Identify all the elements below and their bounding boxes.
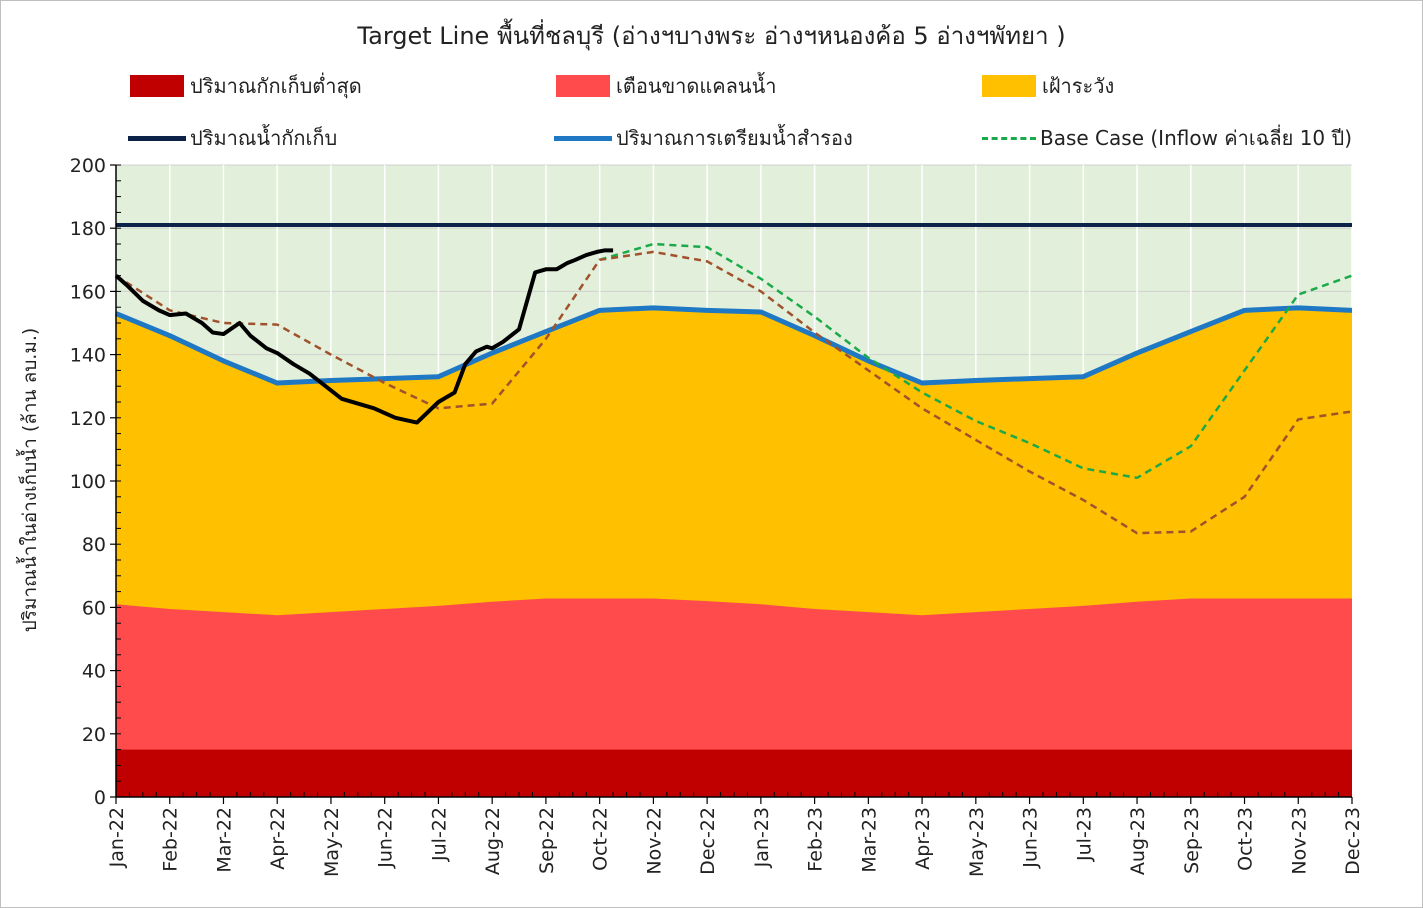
legend-label-watch: เฝ้าระวัง (1042, 74, 1115, 98)
x-tick-label-16: May-23 (966, 807, 988, 877)
line-actual (114, 248, 614, 425)
y-tick-label-8: 160 (70, 281, 106, 303)
x-tick-label-23: Dec-23 (1342, 807, 1364, 875)
x-tick-label-20: Sep-23 (1181, 807, 1203, 874)
x-tick-label-19: Aug-23 (1127, 807, 1149, 875)
x-tick-label-2: Mar-22 (213, 807, 235, 873)
legend-label-min-storage: ปริมาณกักเก็บต่ำสุด (190, 74, 362, 98)
legend-swatch-watch (982, 75, 1036, 97)
x-tick-label-7: Aug-22 (482, 807, 504, 875)
x-tick-label-0: Jan-22 (106, 807, 128, 868)
legend-label-reserve: ปริมาณการเตรียมน้ำสำรอง (616, 126, 853, 150)
x-tick-label-1: Feb-22 (160, 807, 182, 872)
y-tick-label-6: 120 (70, 408, 106, 430)
y-tick-label-5: 100 (70, 471, 106, 493)
x-tick-label-17: Jun-23 (1020, 807, 1042, 869)
x-tick-label-15: Apr-23 (912, 807, 934, 870)
legend-item-shortage-warning: เตือนขาดแคลนน้ำ (556, 70, 777, 102)
y-tick-label-4: 80 (82, 534, 106, 556)
y-tick-label-0: 0 (94, 787, 106, 809)
x-tick-label-9: Oct-22 (590, 807, 612, 871)
legend-item-capacity: ปริมาณน้ำกักเก็บ (128, 122, 337, 154)
legend-item-min-storage: ปริมาณกักเก็บต่ำสุด (130, 70, 362, 102)
x-tick-label-11: Dec-22 (697, 807, 719, 875)
x-tick-label-22: Nov-23 (1288, 807, 1310, 875)
x-tick-label-8: Sep-22 (536, 807, 558, 874)
legend-item-watch: เฝ้าระวัง (982, 70, 1114, 102)
area-series-1 (116, 598, 1352, 797)
line-dry-case (115, 250, 1353, 535)
legend-item-reserve: ปริมาณการเตรียมน้ำสำรอง (554, 122, 853, 154)
legend-swatch-reserve (554, 135, 612, 141)
legend-item-base-case: Base Case (Inflow ค่าเฉลี่ย 10 ปี) (982, 122, 1352, 154)
x-tick-label-13: Feb-23 (805, 807, 827, 872)
x-tick-label-4: May-22 (321, 807, 343, 877)
legend-swatch-min-storage (130, 75, 184, 97)
y-tick-label-2: 40 (82, 661, 106, 683)
x-tick-label-18: Jul-23 (1073, 807, 1095, 862)
x-tick-label-21: Oct-23 (1235, 807, 1257, 871)
line-base-case (599, 242, 1353, 480)
x-tick-label-3: Apr-22 (267, 807, 289, 870)
y-tick-label-10: 200 (70, 155, 106, 177)
x-tick-label-12: Jan-23 (751, 807, 773, 868)
legend-label-capacity: ปริมาณน้ำกักเก็บ (190, 126, 338, 150)
y-tick-label-7: 140 (70, 345, 106, 367)
legend-label-shortage-warning: เตือนขาดแคลนน้ำ (616, 74, 777, 98)
x-tick-label-14: Mar-23 (858, 807, 880, 873)
legend-swatch-base-case (982, 136, 1036, 140)
y-tick-label-1: 20 (82, 724, 106, 746)
legend-label-base-case: Base Case (Inflow ค่าเฉลี่ย 10 ปี) (1040, 126, 1352, 150)
x-tick-label-5: Jun-22 (375, 807, 397, 869)
y-tick-label-9: 180 (70, 218, 106, 240)
y-tick-label-3: 60 (82, 597, 106, 619)
legend-swatch-capacity (128, 135, 186, 141)
chart-title: Target Line พื้นที่ชลบุรี (อ่างฯบางพระ อ… (357, 22, 1066, 50)
legend-swatch-shortage-warning (556, 75, 610, 97)
area-series-0 (116, 749, 1352, 797)
x-tick-label-10: Nov-22 (643, 807, 665, 875)
x-tick-label-6: Jul-22 (428, 807, 450, 862)
